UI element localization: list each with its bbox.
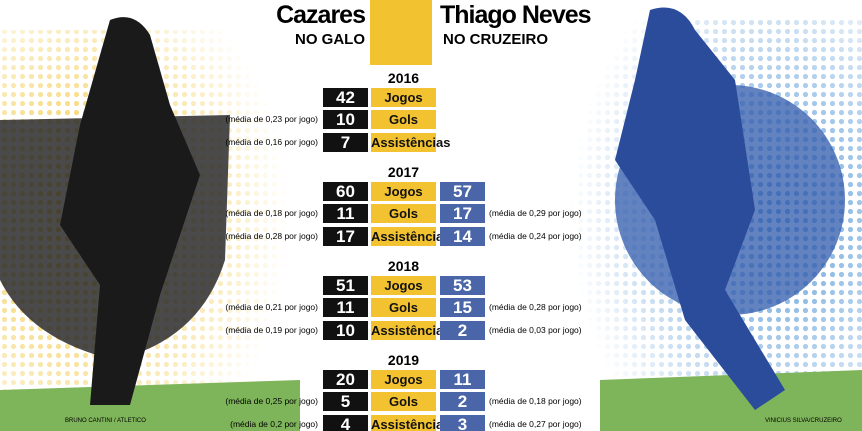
right-value: 57 <box>440 182 485 201</box>
stat-label: Gols <box>371 204 436 223</box>
right-value: 53 <box>440 276 485 295</box>
left-value: 4 <box>323 415 368 431</box>
stat-label: Jogos <box>371 88 436 107</box>
left-value: 11 <box>323 204 368 223</box>
right-value: 15 <box>440 298 485 317</box>
left-value: 60 <box>323 182 368 201</box>
left-note: (média de 0,19 por jogo) <box>225 325 318 335</box>
left-note: (média de 0,28 por jogo) <box>225 231 318 241</box>
stat-label: Gols <box>371 298 436 317</box>
season-year: 2017 <box>387 164 420 180</box>
stat-label: Gols <box>371 110 436 129</box>
photo-credit: VINICIUS SILVA/CRUZEIRO <box>765 418 842 424</box>
season-year: 2016 <box>387 70 420 86</box>
right-note: (média de 0,28 por jogo) <box>489 302 582 312</box>
right-note: (média de 0,27 por jogo) <box>489 419 582 429</box>
stat-label: Assistências <box>371 227 451 246</box>
stat-label: Assistências <box>371 133 451 152</box>
stat-label: Assistências <box>371 321 451 340</box>
right-note: (média de 0,18 por jogo) <box>489 396 582 406</box>
stat-label: Jogos <box>371 276 436 295</box>
left-value: 7 <box>323 133 368 152</box>
right-name: Thiago Neves <box>440 1 592 29</box>
left-value: 11 <box>323 298 368 317</box>
left-value: 5 <box>323 392 368 411</box>
left-note: (média de 0,2 por jogo) <box>230 419 318 429</box>
right-value: 2 <box>440 321 485 340</box>
left-value: 20 <box>323 370 368 389</box>
left-value: 10 <box>323 321 368 340</box>
stat-label: Gols <box>371 392 436 411</box>
left-value: 51 <box>323 276 368 295</box>
left-note: (média de 0,23 por jogo) <box>225 114 318 124</box>
left-value: 42 <box>323 88 368 107</box>
left-name: Cazares <box>276 1 366 29</box>
left-note: (média de 0,25 por jogo) <box>225 396 318 406</box>
stat-label: Jogos <box>371 370 436 389</box>
stat-label: Assistências <box>371 415 451 431</box>
right-note: (média de 0,29 por jogo) <box>489 208 582 218</box>
left-note: (média de 0,21 por jogo) <box>225 302 318 312</box>
right-value: 2 <box>440 392 485 411</box>
left-note: (média de 0,16 por jogo) <box>225 137 318 147</box>
left-subtitle: NO GALO <box>295 31 365 48</box>
photo-credit: BRUNO CANTINI / ATLETICO <box>65 418 146 424</box>
right-note: (média de 0,24 por jogo) <box>489 231 582 241</box>
right-value: 3 <box>440 415 485 431</box>
left-note: (média de 0,18 por jogo) <box>225 208 318 218</box>
stat-label: Jogos <box>371 182 436 201</box>
right-note: (média de 0,03 por jogo) <box>489 325 582 335</box>
season-year: 2018 <box>387 258 420 274</box>
right-subtitle: NO CRUZEIRO <box>443 31 548 48</box>
left-value: 10 <box>323 110 368 129</box>
right-value: 17 <box>440 204 485 223</box>
right-value: 11 <box>440 370 485 389</box>
left-value: 17 <box>323 227 368 246</box>
right-value: 14 <box>440 227 485 246</box>
season-year: 2019 <box>387 352 420 368</box>
